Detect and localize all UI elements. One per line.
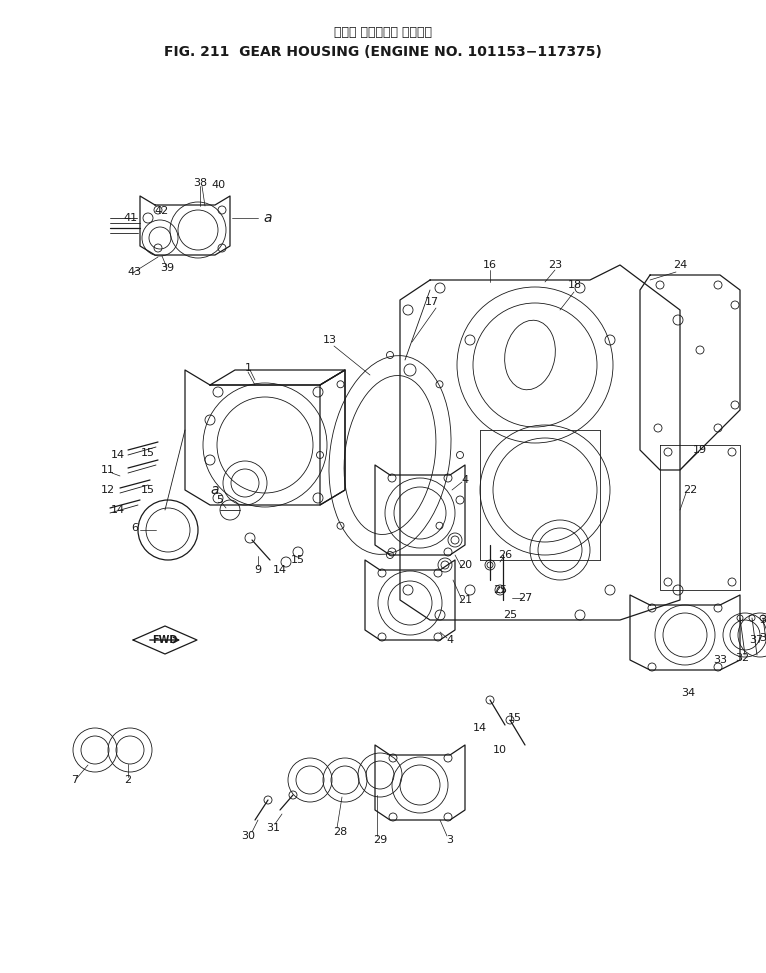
Text: 4: 4 xyxy=(447,635,453,645)
Text: 16: 16 xyxy=(483,260,497,270)
Text: 19: 19 xyxy=(693,445,707,455)
Text: 9: 9 xyxy=(254,565,261,575)
Text: 28: 28 xyxy=(333,827,347,837)
Text: 20: 20 xyxy=(458,560,472,570)
Text: 15: 15 xyxy=(141,448,155,458)
Text: 40: 40 xyxy=(211,180,225,190)
Text: 14: 14 xyxy=(473,723,487,733)
Text: 7: 7 xyxy=(71,775,79,785)
Text: 39: 39 xyxy=(160,263,174,273)
Text: 38: 38 xyxy=(193,178,207,188)
Text: 43: 43 xyxy=(127,267,141,277)
Text: FIG. 211  GEAR HOUSING (ENGINE NO. 101153−117375): FIG. 211 GEAR HOUSING (ENGINE NO. 101153… xyxy=(164,45,602,59)
Text: 1: 1 xyxy=(244,363,251,373)
Text: 36: 36 xyxy=(759,633,766,643)
Text: 13: 13 xyxy=(323,335,337,345)
Text: 2: 2 xyxy=(124,775,132,785)
Text: 3: 3 xyxy=(447,835,453,845)
Text: 24: 24 xyxy=(673,260,687,270)
Text: 26: 26 xyxy=(498,550,512,560)
Text: 18: 18 xyxy=(568,280,582,290)
Text: 15: 15 xyxy=(291,555,305,565)
Text: 30: 30 xyxy=(241,831,255,841)
Text: 23: 23 xyxy=(548,260,562,270)
Text: 29: 29 xyxy=(373,835,387,845)
Text: 37: 37 xyxy=(749,635,763,645)
Text: 15: 15 xyxy=(508,713,522,723)
Text: 11: 11 xyxy=(101,465,115,475)
Text: 14: 14 xyxy=(111,505,125,515)
Text: 4: 4 xyxy=(461,475,469,485)
Text: 17: 17 xyxy=(425,297,439,307)
Text: 22: 22 xyxy=(683,485,697,495)
Text: 5: 5 xyxy=(217,495,224,505)
Text: 12: 12 xyxy=(101,485,115,495)
Text: 25: 25 xyxy=(503,610,517,620)
Text: 31: 31 xyxy=(266,823,280,833)
Text: 10: 10 xyxy=(493,745,507,755)
Text: 33: 33 xyxy=(713,655,727,665)
Text: 6: 6 xyxy=(132,523,139,533)
Text: FWD: FWD xyxy=(152,635,178,645)
Text: 27: 27 xyxy=(518,593,532,603)
Text: a: a xyxy=(211,483,219,497)
Text: 32: 32 xyxy=(735,653,749,663)
Text: 14: 14 xyxy=(111,450,125,460)
Text: 21: 21 xyxy=(458,595,472,605)
Text: 42: 42 xyxy=(155,206,169,216)
Text: 34: 34 xyxy=(681,688,695,698)
Text: 14: 14 xyxy=(273,565,287,575)
Text: a: a xyxy=(264,211,272,225)
Text: 25: 25 xyxy=(493,585,507,595)
Text: 35: 35 xyxy=(759,615,766,625)
Text: 15: 15 xyxy=(141,485,155,495)
Text: ギヤー ハウジング 適用号機: ギヤー ハウジング 適用号機 xyxy=(334,25,432,39)
Text: 41: 41 xyxy=(123,213,137,223)
